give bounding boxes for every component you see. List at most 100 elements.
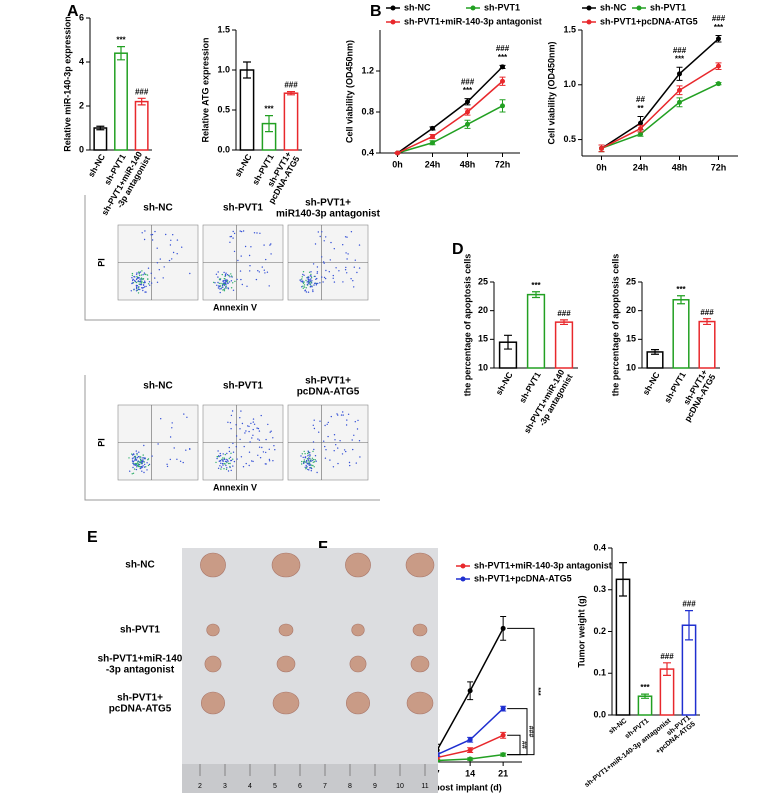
flow-dot [143,461,145,463]
flow-dot [221,273,223,276]
flow-dot [270,430,272,432]
y-axis-label: the percentage of apoptosis cells [610,254,620,397]
series-line [397,105,503,154]
flow-dot [345,252,347,254]
flow-dot [147,458,150,460]
flow-dot [313,419,315,421]
flow-dot [310,466,312,469]
flow-dot [337,414,339,416]
flow-dot [148,463,151,466]
flow-dot [309,279,311,282]
flow-dot [329,459,331,461]
flow-y-label: PI [96,258,106,267]
flow-dot [139,457,141,459]
flow-dot [138,274,141,277]
flow-dot [230,414,233,417]
flow-dot [220,462,222,464]
flow-dot [312,450,314,453]
flow-dot [332,274,334,277]
flow-dot [310,470,312,472]
flow-dot [309,275,312,277]
flow-dot [345,424,348,426]
legend-marker [586,19,592,25]
flow-dot [138,283,140,285]
flow-dot [264,272,266,274]
flow-dot [310,278,312,280]
flow-dot [315,283,318,285]
significance: *** [116,36,126,45]
flow-dot [253,423,256,425]
flow-dot [240,410,242,412]
flow-dot [151,233,154,236]
flow-dot [134,276,136,278]
significance: ### [284,81,298,90]
flow-dot [141,467,143,469]
flow-dot [162,277,164,279]
flow-dot [218,455,220,458]
flow-dot [305,279,307,282]
flow-dot [306,458,309,460]
tumor [204,655,222,673]
flow-dot [215,461,217,464]
flow-dot [302,285,304,287]
flow-dot [135,281,138,284]
flow-dot [227,460,229,462]
flow-dot [322,261,325,263]
flow-dot [173,447,175,449]
flow-dot [333,450,335,452]
flow-dot [239,270,242,272]
flow-dot [160,418,162,420]
flow-dot [335,444,337,446]
flow-dot [330,415,332,418]
flow-dot [132,462,134,465]
flow-dot [272,460,274,462]
error-bar [504,334,512,350]
flow-dot [135,450,137,452]
flow-dot [227,280,229,282]
flow-dot [147,278,149,280]
flow-dot [307,291,310,293]
flow-dot [314,275,316,278]
flow-dot [219,465,221,467]
flow-dot [159,258,161,260]
flow-dot [228,281,231,283]
ruler-number: 7 [323,783,327,790]
flow-dot [235,446,237,448]
flow-dot [244,245,247,248]
flow-dot [348,461,351,464]
y-axis-label: Cell viability (OD450nm) [546,41,556,144]
flow-dot [163,266,165,268]
flow-dot [353,286,355,288]
row-label: sh-PVT1+ pcDNA-ATG5 [109,692,172,714]
flow-dot [248,425,250,428]
flow-dot [323,262,325,264]
flow-dot [332,277,334,279]
flow-dot [134,456,136,458]
flow-dot [359,456,361,458]
flow-dot [232,289,235,291]
flow-dot [310,285,312,287]
flow-dot [233,460,236,463]
marker [716,63,721,69]
flow-dot [139,278,141,280]
flow-dot [147,267,150,269]
flow-dot [272,437,274,439]
flow-dot [268,460,271,462]
flow-dot [139,281,141,283]
flow-dot [306,461,308,463]
flow-dot [299,279,301,281]
flow-dot [334,439,336,441]
marker [500,732,506,738]
flow-dot [314,282,316,285]
flow-dot [227,282,229,284]
flow-dot [229,241,231,243]
y-tick-label: 1.5 [217,24,230,34]
flow-dot [303,286,306,288]
flow-dot [306,463,309,465]
flow-dot [327,435,329,438]
flow-dot [345,266,347,269]
flow-dot [225,287,227,289]
flow-dot [137,287,140,289]
flow-dot [316,272,318,274]
flow-dot [310,281,312,283]
